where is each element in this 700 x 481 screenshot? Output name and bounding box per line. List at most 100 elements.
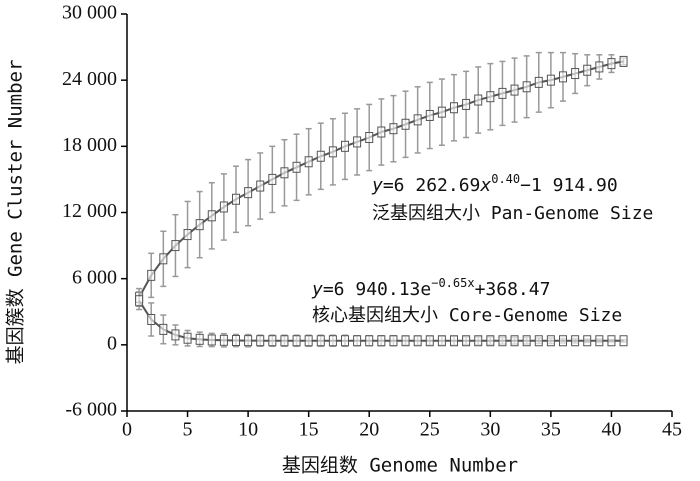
box [595,335,604,347]
box [389,335,398,347]
box [437,335,446,347]
box [135,295,144,307]
formula-part: =6 940.13e [323,279,431,300]
box [171,329,180,341]
box [219,334,228,346]
box [268,335,277,347]
box [304,156,313,168]
box [365,132,374,144]
box [510,84,519,96]
box [607,58,616,70]
x-tick-label: 25 [420,419,440,441]
x-tick-label: 20 [359,419,379,441]
x-tick-label: 45 [662,419,682,441]
box [450,102,458,114]
box [147,269,156,281]
box [413,114,422,126]
box [256,335,265,347]
box [195,219,204,231]
box [328,335,337,347]
formula-part: −0.65x [431,276,474,290]
box [413,335,422,347]
box [498,335,507,347]
box [353,335,362,347]
pan-formula: y=6 262.69x0.40−1 914.90 [371,172,618,197]
box [583,335,592,347]
box [619,335,628,347]
box [389,123,398,135]
box [619,55,628,67]
box [292,161,301,173]
box [292,335,301,347]
box [183,332,192,344]
box [462,335,471,347]
box [437,106,446,118]
box [147,313,156,325]
box [546,74,555,86]
box [159,323,168,335]
box [328,146,337,158]
box [401,335,410,347]
box [207,334,216,346]
formula-part: −1 914.90 [520,175,618,196]
y-tick-label: 18 000 [62,134,117,156]
y-tick-label: 12 000 [62,200,117,222]
box [425,109,434,121]
box [534,335,543,347]
box [546,335,555,347]
box [268,173,277,185]
box [280,335,289,347]
box [425,335,434,347]
y-tick-label: 30 000 [62,2,117,24]
x-axis-label: 基因组数 Genome Number [282,455,518,477]
box [522,335,531,347]
box [365,335,374,347]
box [304,335,313,347]
box [341,335,349,347]
box [171,240,180,252]
box [498,87,507,99]
formula-part: y [371,175,383,196]
box [595,61,604,73]
formula-part: =6 262.69 [383,175,481,196]
box [474,94,483,106]
box [474,335,483,347]
x-tick-label: 40 [601,419,621,441]
box [316,150,325,162]
legend-label: 核心基因组大小 Core-Genome Size [312,305,622,326]
box [195,333,204,345]
box [534,76,543,88]
box [583,64,592,76]
box [256,180,265,192]
box [232,193,240,205]
core-formula: y=6 940.13e−0.65x+368.47 [311,276,550,301]
box [559,71,567,83]
x-tick-label: 15 [299,419,319,441]
box [316,335,325,347]
y-tick-label: 6 000 [72,266,117,288]
box [486,335,495,347]
box [450,335,458,347]
box [401,118,410,130]
box [607,335,616,347]
y-tick-label: 0 [107,332,117,354]
formula-part: x [479,175,491,196]
box [510,335,519,347]
box [377,335,386,347]
x-tick-label: 30 [480,419,500,441]
box [159,253,168,265]
box [486,91,495,103]
box [280,167,289,179]
x-tick-label: 5 [183,419,193,441]
box [219,201,228,213]
y-tick-label: -6 000 [65,399,117,421]
box [559,335,567,347]
box [207,210,216,222]
box [462,98,471,110]
box [353,136,362,148]
formula-part: +368.47 [475,279,551,300]
box [183,229,192,241]
box [244,335,253,347]
box [244,187,253,199]
